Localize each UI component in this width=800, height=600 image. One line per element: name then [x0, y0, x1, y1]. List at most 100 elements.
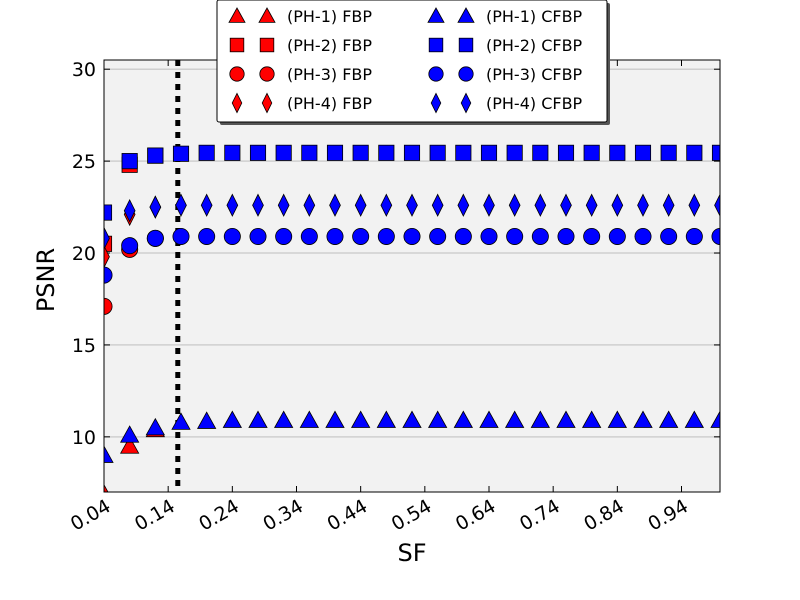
data-point [354, 193, 367, 217]
data-point [480, 144, 498, 161]
data-point [352, 227, 370, 245]
data-point [196, 411, 217, 429]
data-point [273, 410, 294, 428]
data-point [684, 410, 705, 428]
x-tick-label: 0.04 [67, 495, 115, 535]
legend: (PH-1) FBP (PH-2) FBP (PH-3) FBP (PH-4) FBP… [216, 0, 610, 125]
data-point [119, 425, 140, 443]
data-point [145, 417, 166, 436]
y-axis-title: PSNR [32, 248, 60, 312]
data-point [608, 227, 626, 245]
data-point [275, 144, 292, 161]
x-tick-label: 0.24 [195, 495, 243, 535]
x-tick-label: 0.64 [452, 495, 500, 535]
data-point [583, 144, 600, 161]
data-point [325, 410, 345, 428]
x-tick-label: 0.84 [580, 495, 628, 535]
legend-marker [229, 66, 245, 82]
series-4 [104, 410, 720, 463]
data-point [609, 144, 626, 161]
data-point [403, 144, 421, 161]
data-point [660, 227, 678, 245]
data-point [299, 410, 320, 428]
legend-label: (PH-1) CFBP [486, 7, 583, 26]
data-point [329, 193, 341, 217]
y-tick-label: 20 [72, 243, 96, 265]
data-point [350, 410, 371, 428]
data-point [637, 193, 649, 217]
data-point [104, 245, 110, 269]
data-point [711, 227, 720, 245]
y-tick-label: 10 [72, 427, 96, 449]
data-point [378, 144, 395, 161]
data-point [457, 193, 470, 217]
x-axis-title: SF [397, 539, 426, 567]
data-point [688, 193, 701, 217]
legend-label: (PH-3) CFBP [486, 65, 583, 84]
data-point [557, 144, 575, 161]
data-point [710, 410, 720, 428]
data-point [376, 410, 397, 428]
data-point [172, 145, 190, 162]
data-point [275, 227, 293, 245]
data-markers [104, 144, 720, 492]
legend-label: (PH-2) FBP [287, 36, 372, 55]
data-point [531, 227, 549, 245]
data-point [634, 227, 652, 245]
data-point [171, 412, 191, 430]
data-point [634, 144, 652, 161]
data-point [224, 144, 241, 161]
data-point [222, 410, 243, 428]
legend-label: (PH-4) FBP [287, 94, 372, 113]
legend-marker [430, 92, 442, 114]
data-point [506, 227, 524, 245]
legend-box [216, 0, 608, 123]
data-point [300, 227, 318, 245]
x-tick-label: 0.44 [324, 495, 372, 535]
data-point [200, 193, 213, 217]
data-point [455, 144, 472, 161]
data-point [633, 410, 653, 428]
legend-marker [258, 7, 276, 23]
legend-marker [229, 37, 245, 53]
series-5 [104, 144, 720, 221]
data-point [223, 227, 241, 245]
data-point [104, 445, 114, 463]
data-point [249, 227, 267, 245]
legend-marker [457, 7, 475, 23]
series-7 [104, 193, 720, 251]
data-point [429, 144, 446, 161]
data-point [557, 227, 575, 245]
data-point [104, 235, 113, 252]
data-point [121, 153, 138, 170]
data-point [611, 193, 624, 217]
data-point [658, 410, 679, 428]
data-point [377, 227, 395, 245]
data-point [685, 227, 703, 245]
data-point [303, 193, 316, 217]
data-point [583, 227, 601, 245]
data-point [402, 410, 422, 428]
data-point [301, 144, 318, 161]
legend-marker [427, 7, 445, 23]
data-point [149, 195, 162, 219]
legend-label: (PH-2) CFBP [486, 36, 583, 55]
x-tick-label: 0.54 [388, 495, 436, 535]
legend-marker [259, 66, 275, 82]
data-point [121, 237, 139, 255]
legend-marker [228, 7, 246, 23]
legend-marker [259, 37, 275, 53]
data-point [326, 144, 344, 161]
data-point [252, 193, 264, 217]
plot-area: 10 15 20 25 30 0.04 0.14 0.24 0.34 0.44 0.54 0.64 0.… [67, 59, 721, 535]
data-point [686, 144, 703, 161]
data-point [198, 227, 216, 245]
data-point [198, 144, 215, 161]
data-point [403, 227, 421, 245]
data-point [380, 193, 393, 217]
legend-label: (PH-4) CFBP [486, 94, 583, 113]
x-tick-label: 0.74 [516, 495, 564, 535]
data-point [427, 410, 448, 428]
data-point [483, 193, 495, 217]
